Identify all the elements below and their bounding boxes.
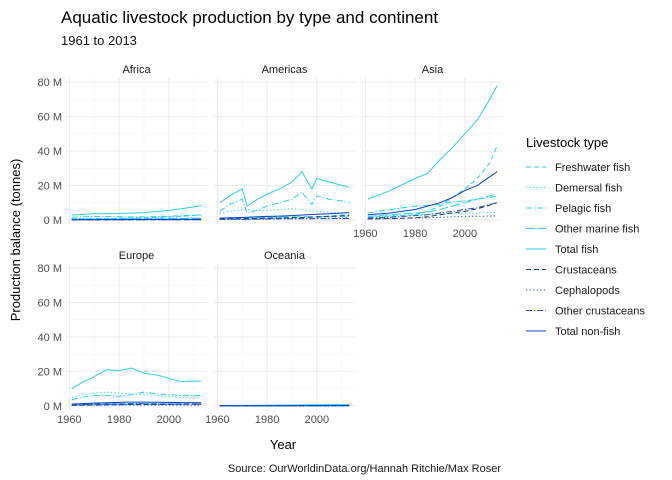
series-line-europe-demersal-fish bbox=[71, 391, 202, 399]
legend-item-crustaceans: Crustaceans bbox=[526, 265, 617, 277]
series-line-americas-other-crustaceans bbox=[219, 218, 350, 220]
y-axis-title: Production balance (tonnes) bbox=[8, 159, 23, 322]
panel-title-europe: Europe bbox=[119, 250, 154, 262]
source-caption: Source: OurWorldinData.org/Hannah Ritchi… bbox=[228, 463, 501, 475]
y-tick-label: 60 M bbox=[38, 112, 62, 124]
legend-title: Livestock type bbox=[526, 135, 608, 150]
series-line-africa-total-fish bbox=[71, 205, 202, 216]
panel-africa: Africa 0 M 20 M 40 M 60 M 80 M bbox=[38, 64, 207, 227]
series-line-asia-cephalopods bbox=[367, 215, 498, 220]
chart-title: Aquatic livestock production by type and… bbox=[61, 8, 438, 27]
x-tick-label: 1980 bbox=[255, 414, 279, 426]
series-line-europe-total-fish bbox=[71, 367, 202, 390]
legend: Freshwater fish Demersal fish Pelagic fish… bbox=[526, 162, 645, 338]
series-line-europe-total-non-fish bbox=[71, 401, 202, 405]
legend-label-total-non-fish: Total non-fish bbox=[555, 326, 620, 338]
x-axis-title: Year bbox=[270, 437, 297, 452]
legend-item-total-non-fish: Total non-fish bbox=[526, 326, 620, 338]
legend-item-total-fish: Total fish bbox=[526, 244, 598, 256]
legend-label-other-crustaceans: Other crustaceans bbox=[555, 306, 645, 318]
series-line-americas-pelagic-fish bbox=[219, 191, 350, 214]
series-line-asia-demersal-fish bbox=[367, 212, 498, 217]
y-tick-label: 0 M bbox=[44, 401, 62, 413]
series-line-europe-other-crustaceans bbox=[71, 403, 202, 406]
series-line-americas-crustaceans bbox=[219, 215, 350, 220]
legend-item-other-crustaceans: Other crustaceans bbox=[526, 306, 645, 318]
legend-item-cephalopods: Cephalopods bbox=[526, 285, 620, 297]
x-tick-label: 1980 bbox=[107, 414, 131, 426]
series-line-asia-pelagic-fish bbox=[367, 195, 498, 214]
y-tick-label: 40 M bbox=[38, 332, 62, 344]
panel-americas: Americas bbox=[214, 64, 355, 224]
y-tick-label: 80 M bbox=[38, 263, 62, 275]
panel-asia: Asia 1960 1980 2000 bbox=[353, 64, 503, 240]
legend-label-total-fish: Total fish bbox=[555, 244, 598, 256]
series-line-africa-pelagic-fish bbox=[71, 214, 202, 218]
legend-item-demersal-fish: Demersal fish bbox=[526, 183, 622, 195]
x-tick-label: 2000 bbox=[453, 228, 477, 240]
series-line-asia-total-non-fish bbox=[367, 171, 498, 216]
x-tick-label: 1980 bbox=[403, 228, 427, 240]
x-tick-label: 1960 bbox=[205, 414, 229, 426]
chart-subtitle: 1961 to 2013 bbox=[61, 33, 137, 48]
panel-europe: Europe 0 M 20 M 40 M 60 M 80 M 1960 1980 2000 bbox=[38, 250, 207, 426]
series-line-americas-total-non-fish bbox=[219, 212, 350, 219]
x-tick-label: 2000 bbox=[305, 414, 329, 426]
x-tick-label: 1960 bbox=[353, 228, 377, 240]
legend-item-pelagic-fish: Pelagic fish bbox=[526, 203, 611, 215]
legend-label-pelagic-fish: Pelagic fish bbox=[555, 203, 611, 215]
series-line-asia-other-crustaceans bbox=[367, 202, 498, 219]
panel-title-americas: Americas bbox=[262, 64, 308, 76]
series-line-americas-other-marine-fish bbox=[219, 215, 350, 219]
y-tick-label: 20 M bbox=[38, 180, 62, 192]
x-tick-label: 2000 bbox=[157, 414, 181, 426]
legend-label-other-marine-fish: Other marine fish bbox=[555, 224, 639, 236]
panel-oceania: Oceania 1960 1980 2000 bbox=[205, 250, 355, 426]
legend-item-other-marine-fish: Other marine fish bbox=[526, 224, 639, 236]
legend-label-crustaceans: Crustaceans bbox=[555, 265, 617, 277]
series-line-africa-other-marine-fish bbox=[71, 217, 202, 220]
legend-label-freshwater-fish: Freshwater fish bbox=[555, 162, 630, 174]
panel-title-asia: Asia bbox=[422, 64, 444, 76]
panel-title-oceania: Oceania bbox=[264, 250, 306, 262]
y-tick-label: 60 M bbox=[38, 298, 62, 310]
series-line-americas-total-fish bbox=[219, 170, 350, 207]
series-line-europe-pelagic-fish bbox=[71, 391, 202, 401]
series-line-africa-total-non-fish bbox=[71, 218, 202, 221]
series-line-americas-demersal-fish bbox=[219, 208, 350, 214]
facet-panels: Africa 0 M 20 M 40 M 60 M 80 M Americas Asia 196… bbox=[38, 64, 503, 426]
series-line-asia-total-fish bbox=[367, 85, 498, 200]
y-tick-label: 40 M bbox=[38, 146, 62, 158]
legend-item-freshwater-fish: Freshwater fish bbox=[526, 162, 630, 174]
series-line-asia-crustaceans bbox=[367, 202, 498, 220]
series-line-americas-cephalopods bbox=[219, 217, 350, 220]
panel-title-africa: Africa bbox=[122, 64, 151, 76]
y-tick-label: 80 M bbox=[38, 77, 62, 89]
series-line-asia-other-marine-fish bbox=[367, 193, 498, 217]
legend-label-cephalopods: Cephalopods bbox=[555, 285, 620, 297]
legend-label-demersal-fish: Demersal fish bbox=[555, 183, 622, 195]
series-line-asia-freshwater-fish bbox=[367, 145, 498, 218]
y-tick-label: 20 M bbox=[38, 366, 62, 378]
x-tick-label: 1960 bbox=[57, 414, 81, 426]
y-tick-label: 0 M bbox=[44, 215, 62, 227]
